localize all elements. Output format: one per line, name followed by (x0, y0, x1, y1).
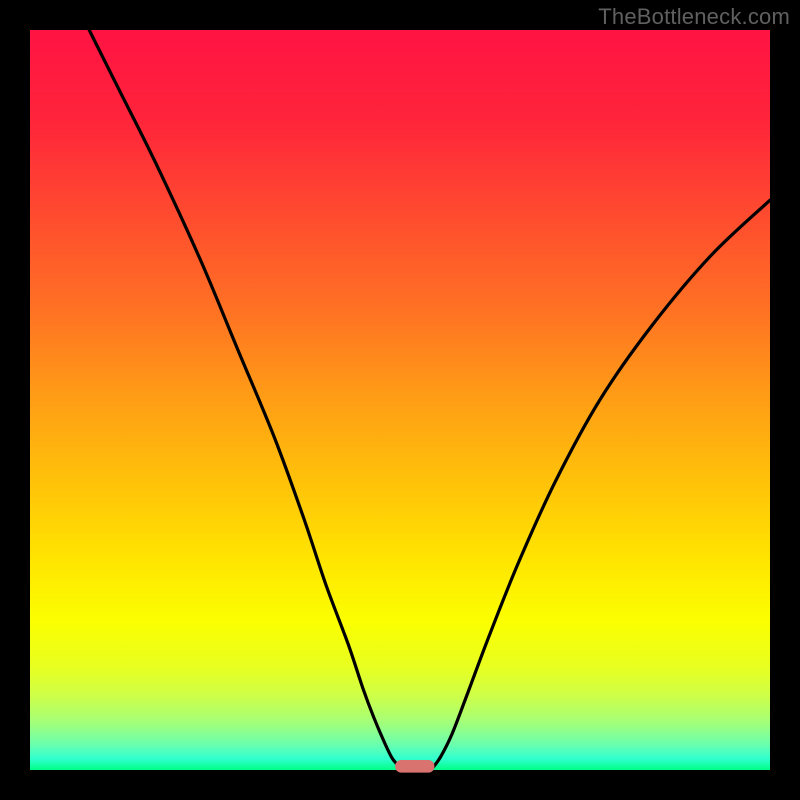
bottleneck-chart (0, 0, 800, 800)
chart-container: TheBottleneck.com (0, 0, 800, 800)
watermark-text: TheBottleneck.com (598, 4, 790, 30)
chart-plot-background (30, 30, 770, 770)
bottom-marker (395, 760, 434, 773)
